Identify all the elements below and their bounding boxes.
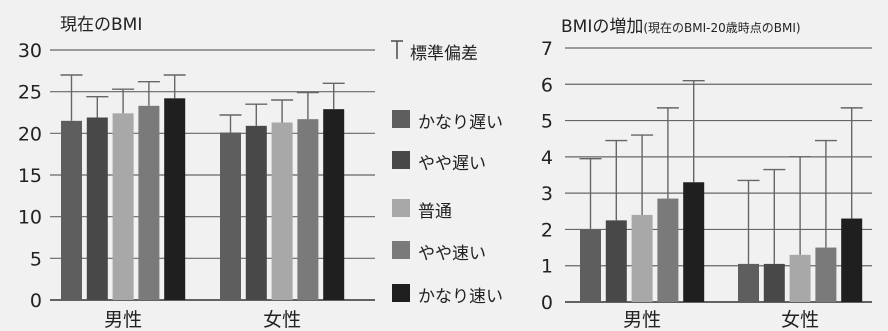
bar xyxy=(138,105,160,300)
legend-item-label: かなり速い xyxy=(418,287,503,307)
bar xyxy=(657,198,679,302)
y-tick-label: 2 xyxy=(541,219,553,241)
legend-item-4: かなり速い xyxy=(388,281,528,307)
bar xyxy=(631,214,653,302)
left-chart-title: 現在のBMI xyxy=(60,10,142,35)
y-tick-label: 30 xyxy=(18,40,42,62)
right-chart-title: BMIの増加(現在のBMI-20歳時点のBMI) xyxy=(561,12,801,37)
y-tick-label: 20 xyxy=(18,123,42,145)
legend-item-1: やや遅い xyxy=(388,148,528,174)
legend-item-2: 普通 xyxy=(388,196,528,222)
bar xyxy=(61,120,82,300)
legend-item-label: 普通 xyxy=(418,202,452,222)
bar xyxy=(245,125,267,300)
y-tick-label: 0 xyxy=(541,292,553,314)
y-tick-label: 6 xyxy=(541,74,553,96)
legend-item-0: かなり遅い xyxy=(388,107,528,133)
legend-swatch xyxy=(392,110,410,128)
legend-item-label: やや遅い xyxy=(418,154,486,174)
left-chart-title-text: 現在のBMI xyxy=(60,15,143,35)
bar xyxy=(271,122,293,300)
bar xyxy=(112,113,134,300)
bar xyxy=(738,263,759,302)
bar xyxy=(763,263,785,302)
bar xyxy=(815,247,837,302)
y-tick-label: 3 xyxy=(541,183,553,205)
category-label: 男性 xyxy=(623,309,661,331)
category-label: 男性 xyxy=(104,309,142,331)
legend-error-bar: 標準偏差 xyxy=(388,38,498,64)
legend-swatch xyxy=(392,151,410,169)
category-label: 女性 xyxy=(781,309,819,331)
legend-error-label: 標準偏差 xyxy=(410,44,478,64)
y-tick-label: 10 xyxy=(18,207,42,229)
y-tick-label: 0 xyxy=(30,290,42,312)
bar xyxy=(323,109,345,301)
legend-swatch xyxy=(392,199,410,217)
bar xyxy=(841,218,863,302)
bar xyxy=(297,119,319,301)
right-chart-title-text: BMIの増加 xyxy=(561,17,644,37)
bar xyxy=(683,182,705,302)
y-tick-label: 4 xyxy=(541,147,553,169)
bar xyxy=(220,132,241,300)
legend-swatch xyxy=(392,241,410,259)
right-chart-subtitle: (現在のBMI-20歳時点のBMI) xyxy=(643,21,801,35)
y-tick-label: 7 xyxy=(541,38,553,60)
legend-item-label: かなり遅い xyxy=(418,113,503,133)
y-tick-label: 15 xyxy=(18,165,42,187)
bar xyxy=(164,98,186,300)
legend-item-label: やや速い xyxy=(418,244,486,264)
y-tick-label: 1 xyxy=(541,256,553,278)
y-tick-label: 25 xyxy=(18,82,42,104)
bar xyxy=(605,220,627,302)
bar xyxy=(86,117,108,300)
error-bar-icon xyxy=(391,40,403,59)
legend-swatch xyxy=(392,284,410,302)
y-tick-label: 5 xyxy=(541,111,553,133)
y-tick-label: 5 xyxy=(30,248,42,270)
bar xyxy=(580,229,601,302)
bar xyxy=(789,254,811,302)
legend-item-3: やや速い xyxy=(388,238,528,264)
category-label: 女性 xyxy=(263,309,301,331)
